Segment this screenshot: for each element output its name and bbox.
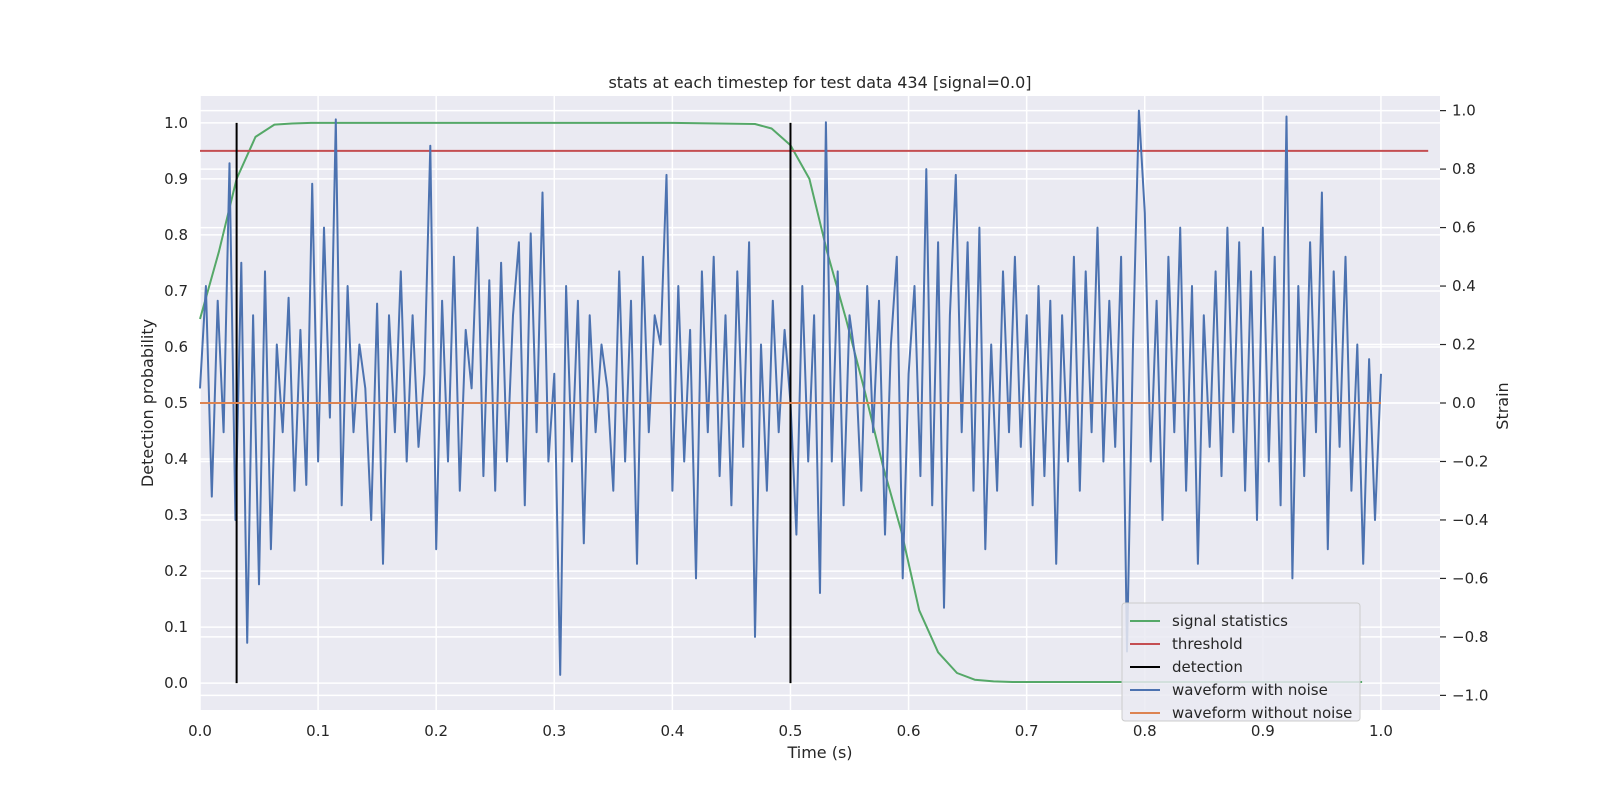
y2-tick-label: 0.8 <box>1452 160 1476 178</box>
x-tick-label: 0.0 <box>188 722 212 740</box>
x-tick-label: 0.2 <box>424 722 448 740</box>
y2-tick-label: −1.0 <box>1452 686 1488 704</box>
x-tick-label: 0.4 <box>660 722 684 740</box>
x-tick-label: 0.5 <box>779 722 803 740</box>
legend: signal statistics threshold detection wavef… <box>1121 602 1361 722</box>
y2-tick-label: −0.8 <box>1452 628 1488 646</box>
x-tick-label: 0.6 <box>897 722 921 740</box>
y-tick-label: 0.9 <box>164 170 188 188</box>
tick-layer: 0.0 0.1 0.2 0.3 0.4 0.5 0.6 0.7 0.8 0.9 1.0 0.0 0.1 0… <box>164 102 1488 740</box>
x-tick-label: 1.0 <box>1369 722 1393 740</box>
y-tick-label: 0.8 <box>164 226 188 244</box>
y2-tick-label: 1.0 <box>1452 102 1476 120</box>
series-signal-statistics <box>199 121 1363 683</box>
legend-label-detection: detection <box>1172 658 1243 676</box>
y2-tick-label: 0.4 <box>1452 277 1476 295</box>
x-tick-label: 0.9 <box>1251 722 1275 740</box>
x-tick-label: 0.7 <box>1015 722 1039 740</box>
legend-label-waveform-with-noise: waveform with noise <box>1172 681 1328 699</box>
legend-entries: signal statistics threshold detection wavef… <box>1130 612 1352 722</box>
y-tick-label: 0.2 <box>164 562 188 580</box>
y2-tick-label: −0.2 <box>1452 452 1488 470</box>
y-tick-label: 0.7 <box>164 282 188 300</box>
legend-label-signal-statistics: signal statistics <box>1172 612 1288 630</box>
x-tick-label: 0.3 <box>542 722 566 740</box>
y2-axis-title: Strain <box>1493 382 1512 429</box>
x-tick-label: 0.1 <box>306 722 330 740</box>
x-tick-label: 0.8 <box>1133 722 1157 740</box>
legend-box <box>1121 602 1361 722</box>
y-tick-label: 0.5 <box>164 394 188 412</box>
y2-tick-label: 0.2 <box>1452 336 1476 354</box>
y-tick-label: 0.3 <box>164 506 188 524</box>
y2-tick-label: 0.6 <box>1452 219 1476 237</box>
x-axis-title: Time (s) <box>786 743 852 762</box>
y2-tick-label: −0.6 <box>1452 569 1488 587</box>
y-tick-label: 1.0 <box>164 114 188 132</box>
y2-tick-label: −0.4 <box>1452 511 1488 529</box>
y-tick-label: 0.0 <box>164 674 188 692</box>
series-layer <box>199 109 1429 684</box>
y-axis-title: Detection probability <box>138 319 157 487</box>
chart-title: stats at each timestep for test data 434… <box>608 73 1031 92</box>
legend-label-waveform-without-noise: waveform without noise <box>1172 704 1352 722</box>
y-tick-label: 0.4 <box>164 450 188 468</box>
y-tick-label: 0.1 <box>164 618 188 636</box>
y2-tick-label: 0.0 <box>1452 394 1476 412</box>
legend-label-threshold: threshold <box>1172 635 1243 653</box>
y-tick-label: 0.6 <box>164 338 188 356</box>
